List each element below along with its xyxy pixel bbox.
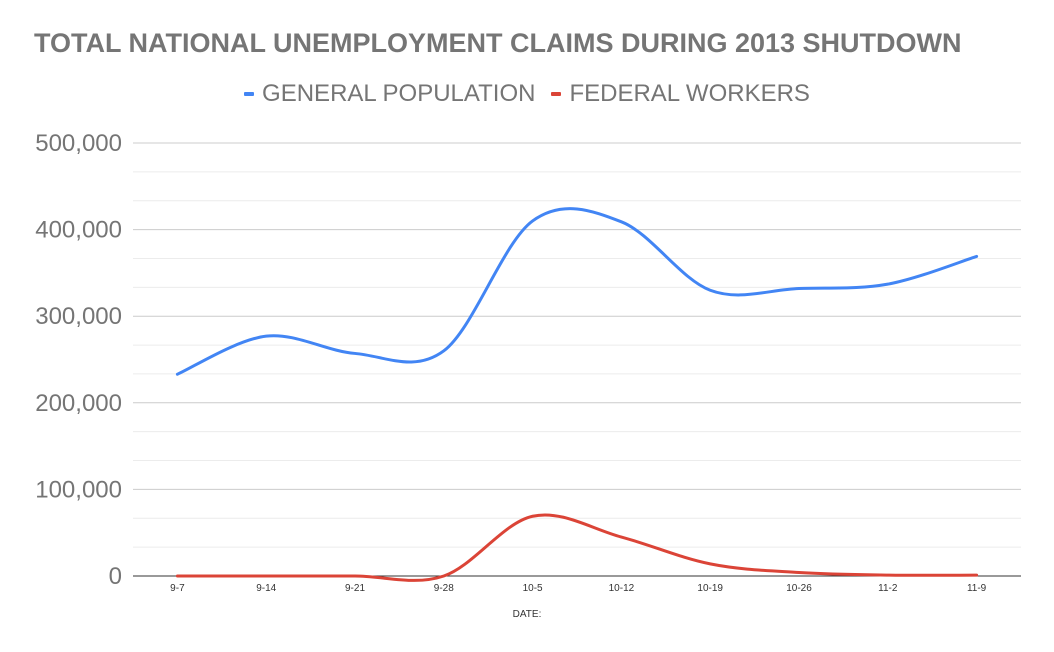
x-tick-label: 10-19 bbox=[697, 583, 723, 594]
x-tick-label: 9-21 bbox=[345, 583, 365, 594]
legend-label-federal-workers: FEDERAL WORKERS bbox=[569, 80, 810, 107]
data-point-federal-workers bbox=[176, 575, 179, 578]
y-tick-label: 100,000 bbox=[35, 476, 122, 503]
data-point-general-population bbox=[975, 255, 978, 258]
y-tick-label: 200,000 bbox=[35, 390, 122, 417]
series-line-general-population bbox=[175, 207, 979, 376]
y-tick-label: 400,000 bbox=[35, 217, 122, 244]
data-point-general-population bbox=[798, 287, 801, 290]
y-tick-label: 300,000 bbox=[35, 303, 122, 330]
data-point-federal-workers bbox=[886, 574, 889, 577]
legend-item-general-population[interactable]: GENERAL POPULATION bbox=[244, 80, 535, 108]
data-point-general-population bbox=[354, 352, 357, 355]
x-tick-label: 10-26 bbox=[786, 583, 812, 594]
x-tick-label: 10-12 bbox=[609, 583, 635, 594]
data-point-federal-workers bbox=[265, 575, 268, 578]
legend-label-general-population: GENERAL POPULATION bbox=[262, 80, 536, 107]
x-tick-label: 9-14 bbox=[256, 583, 276, 594]
legend: GENERAL POPULATION FEDERAL WORKERS bbox=[0, 80, 1054, 108]
x-tick-label: 10-5 bbox=[523, 583, 543, 594]
data-point-federal-workers bbox=[531, 515, 534, 518]
x-tick-label: 9-28 bbox=[434, 583, 454, 594]
data-point-federal-workers bbox=[709, 562, 712, 565]
legend-swatch-general-population bbox=[244, 92, 255, 96]
data-point-general-population bbox=[176, 373, 179, 376]
data-point-federal-workers bbox=[798, 571, 801, 574]
data-point-general-population bbox=[265, 335, 268, 338]
data-point-federal-workers bbox=[442, 575, 445, 578]
data-point-general-population bbox=[709, 289, 712, 292]
data-point-federal-workers bbox=[354, 575, 357, 578]
data-point-general-population bbox=[531, 219, 534, 222]
x-tick-label: 11-2 bbox=[878, 583, 898, 594]
y-tick-label: 500,000 bbox=[35, 130, 122, 157]
legend-swatch-federal-workers bbox=[551, 92, 562, 96]
y-tick-label: 0 bbox=[109, 563, 122, 590]
series-line-federal-workers bbox=[175, 513, 979, 582]
legend-item-federal-workers[interactable]: FEDERAL WORKERS bbox=[551, 80, 810, 108]
x-tick-label: 11-9 bbox=[967, 583, 987, 594]
data-point-general-population bbox=[886, 283, 889, 286]
x-axis-label: DATE: bbox=[512, 609, 542, 620]
data-point-federal-workers bbox=[975, 574, 978, 577]
data-point-general-population bbox=[442, 349, 445, 352]
chart-title: TOTAL NATIONAL UNEMPLOYMENT CLAIMS DURIN… bbox=[34, 28, 962, 58]
data-point-general-population bbox=[620, 220, 623, 223]
data-point-federal-workers bbox=[620, 536, 623, 539]
x-tick-label: 9-7 bbox=[170, 583, 185, 594]
